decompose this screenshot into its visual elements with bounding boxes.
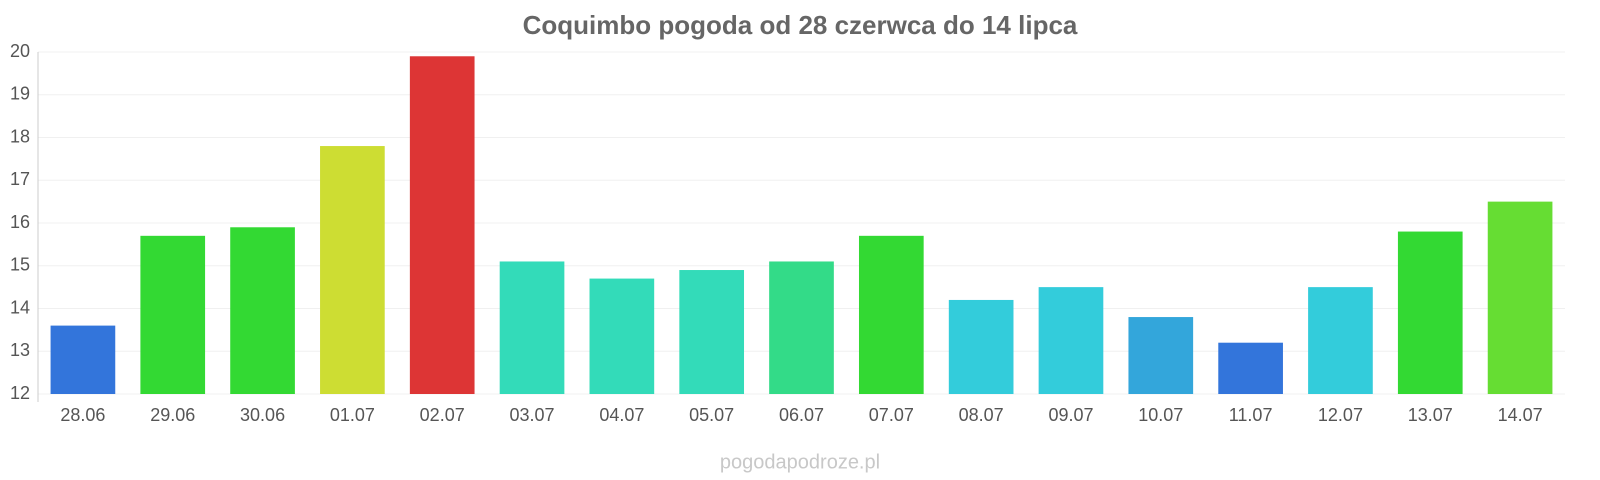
bar (1038, 287, 1104, 394)
y-tick-label: 16 (10, 212, 30, 232)
bar (858, 235, 924, 394)
bar (1397, 231, 1463, 394)
bar (1218, 342, 1283, 394)
y-tick-label: 19 (10, 84, 30, 104)
y-tick-label: 18 (10, 126, 30, 146)
x-tick-label: 04.07 (599, 405, 644, 425)
bar (140, 235, 206, 394)
chart-title: Coquimbo pogoda od 28 czerwca do 14 lipc… (523, 10, 1078, 40)
bar (50, 325, 116, 394)
x-tick-label: 28.06 (60, 405, 105, 425)
x-tick-label: 12.07 (1318, 405, 1363, 425)
bar (769, 261, 834, 394)
x-tick-label: 02.07 (420, 405, 465, 425)
bar (320, 146, 385, 394)
x-tick-label: 10.07 (1138, 405, 1183, 425)
bar (499, 261, 565, 394)
x-tick-label: 06.07 (779, 405, 824, 425)
y-tick-label: 20 (10, 41, 30, 61)
y-tick-label: 13 (10, 340, 30, 360)
y-tick-label: 17 (10, 169, 30, 189)
bar (1128, 317, 1194, 394)
bar (409, 56, 475, 395)
bar (948, 299, 1014, 394)
x-tick-label: 07.07 (869, 405, 914, 425)
bar (1487, 201, 1553, 394)
x-tick-label: 11.07 (1229, 405, 1273, 425)
x-tick-label: 08.07 (959, 405, 1004, 425)
y-tick-label: 12 (10, 383, 30, 403)
x-tick-label: 30.06 (240, 405, 285, 425)
bar (679, 270, 745, 394)
x-tick-label: 03.07 (510, 405, 555, 425)
x-tick-label: 09.07 (1048, 405, 1093, 425)
y-tick-label: 14 (10, 297, 30, 317)
x-tick-label: 13.07 (1408, 405, 1453, 425)
x-tick-label: 01.07 (330, 405, 375, 425)
x-tick-label: 14.07 (1498, 405, 1543, 425)
x-tick-label: 29.06 (150, 405, 195, 425)
bar (589, 278, 655, 394)
bar (1308, 287, 1373, 394)
watermark: pogodapodroze.pl (720, 451, 880, 473)
x-tick-label: 05.07 (689, 405, 734, 425)
bar (230, 227, 295, 394)
y-tick-label: 15 (10, 255, 30, 275)
